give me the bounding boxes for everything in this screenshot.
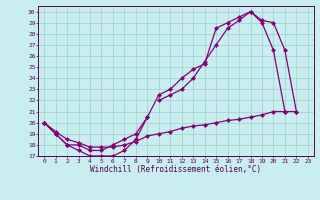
X-axis label: Windchill (Refroidissement éolien,°C): Windchill (Refroidissement éolien,°C) bbox=[91, 165, 261, 174]
